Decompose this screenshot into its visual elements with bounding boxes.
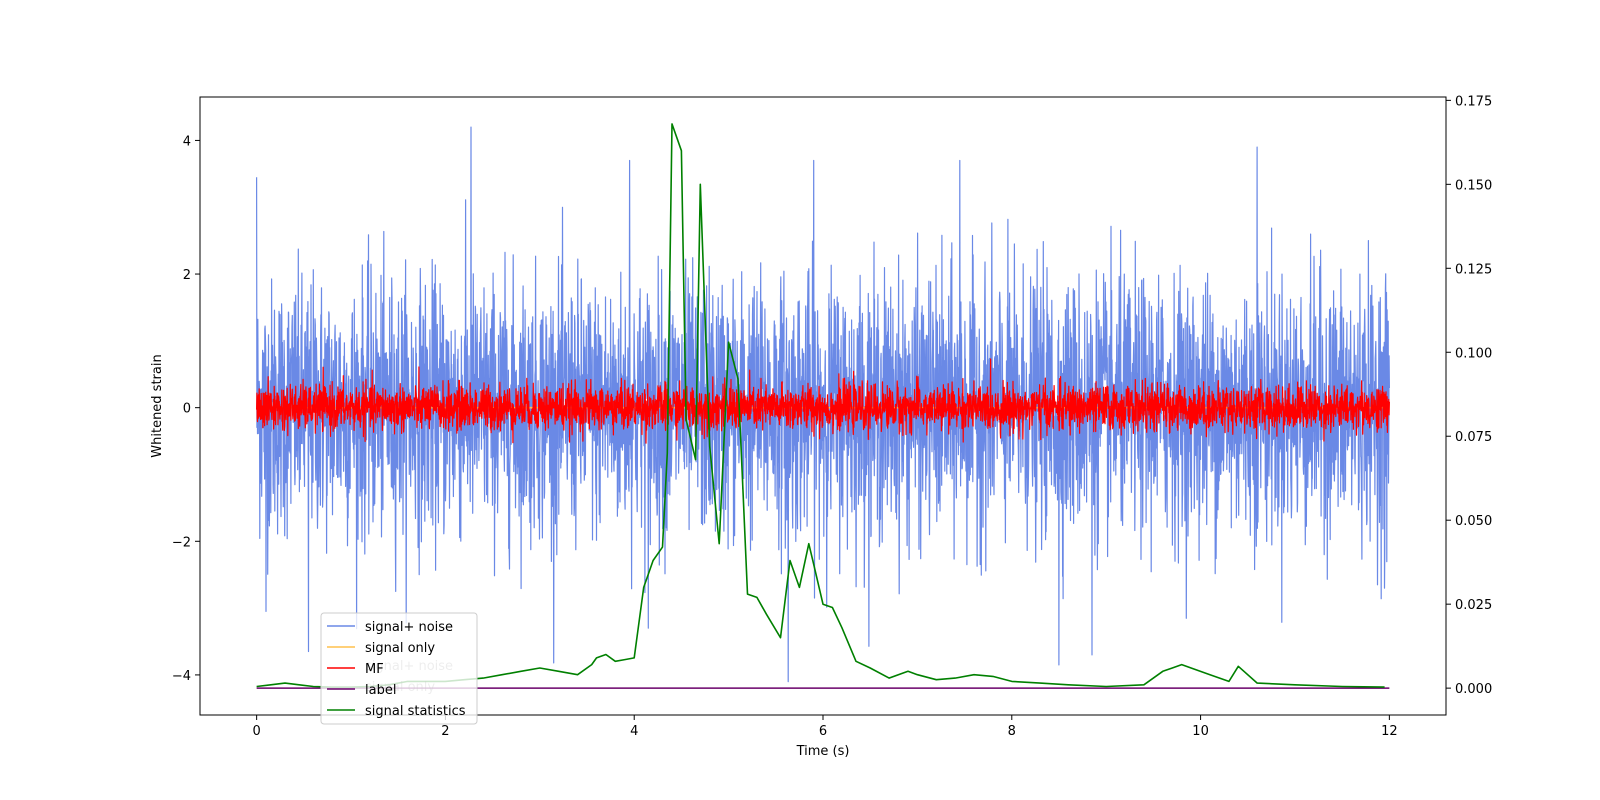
y-tick-label: 2 <box>183 268 191 283</box>
legend-label: signal+ noise <box>365 620 453 635</box>
series-layer <box>256 123 1390 689</box>
y2-tick-label: 0.100 <box>1455 346 1492 361</box>
legend-label: MF <box>365 662 384 677</box>
legend-box <box>320 612 478 725</box>
y-tick-label: 4 <box>183 134 191 149</box>
x-tick-label: 0 <box>252 724 260 739</box>
y2-tick-label: 0.175 <box>1455 94 1492 109</box>
x-tick-label: 6 <box>819 724 827 739</box>
y2-tick-label: 0.000 <box>1455 682 1492 697</box>
series-line-2 <box>256 358 1390 444</box>
legend-label: signal statistics <box>365 704 466 719</box>
x-tick-label: 8 <box>1008 724 1016 739</box>
y2-tick-label: 0.075 <box>1455 430 1492 445</box>
x-tick-label: 2 <box>441 724 449 739</box>
y-tick-label: 0 <box>183 402 191 417</box>
legend-label: signal only <box>365 641 435 656</box>
y2-tick-label: 0.050 <box>1455 514 1492 529</box>
y-tick-label: −2 <box>172 535 191 550</box>
x-tick-label: 10 <box>1192 724 1209 739</box>
y-tick-label: −4 <box>172 669 191 684</box>
axes-layer: 0 2 4 6 8 10 12 −4 −2 0 2 4 0.000 0.025 0.050 0.075 0.10… <box>172 94 1492 739</box>
x-axis-label: Time (s) <box>796 744 850 759</box>
y2-tick-label: 0.150 <box>1455 178 1492 193</box>
y2-tick-label: 0.025 <box>1455 598 1492 613</box>
x-tick-label: 4 <box>630 724 638 739</box>
y2-tick-label: 0.125 <box>1455 262 1492 277</box>
legend-label: label <box>365 683 396 698</box>
series-line-0 <box>256 126 1390 683</box>
x-tick-label: 12 <box>1381 724 1398 739</box>
y-axis-label: Whitened strain <box>150 354 165 457</box>
